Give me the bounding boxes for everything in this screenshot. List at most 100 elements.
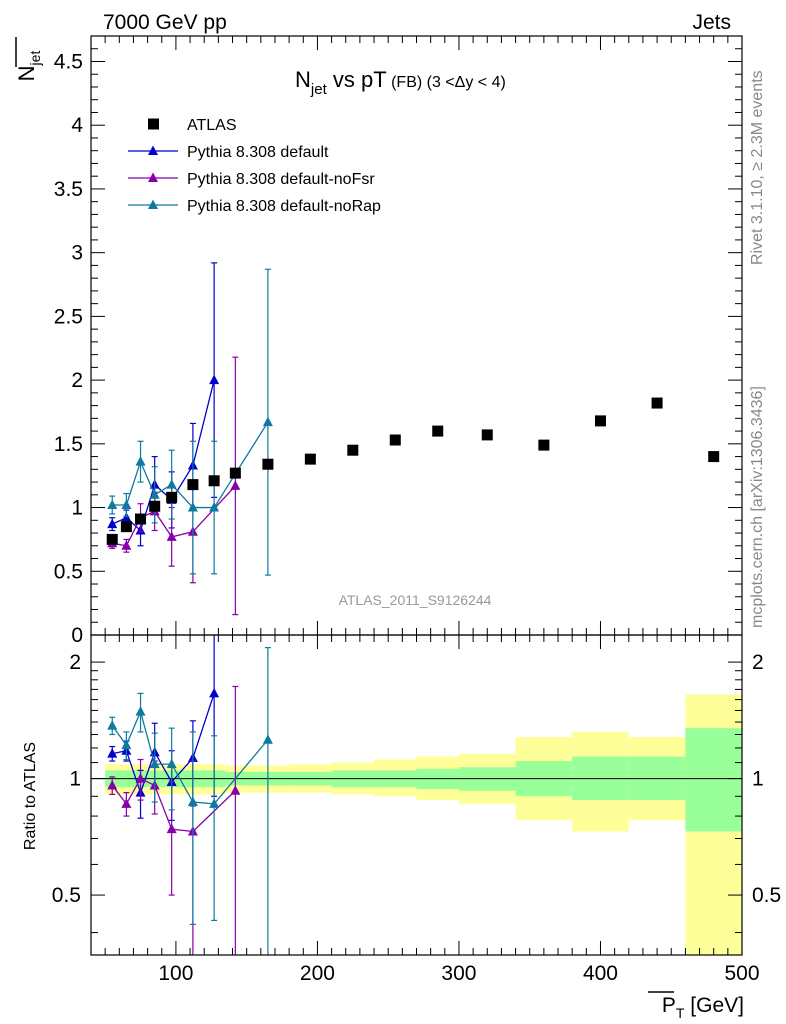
y-tick-label: 1.5 [54,433,83,456]
data-point [209,502,220,512]
data-point [107,748,118,758]
series-line [111,709,269,805]
data-point [209,687,220,698]
data-point [107,779,118,790]
y-tick-label: 1 [71,497,83,520]
data-point [538,439,550,451]
data-point [187,502,198,512]
data-point [481,429,493,441]
x-tick-label: 500 [724,962,759,985]
rivet-version-label: Rivet 3.1.10, ≥ 2.3M events [749,70,766,265]
x-tick-label: 200 [300,962,335,985]
data-point [135,513,147,525]
data-point [187,796,198,806]
y-tick-label: 4.5 [54,50,83,73]
ratio-y-tick-label: 2 [69,651,81,674]
legend-label: ATLAS [187,117,237,134]
data-point [708,451,720,463]
ratio-y-tick-label-right: 0.5 [752,884,781,907]
legend: ATLAS Pythia 8.308 default Pythia 8.308 de… [128,117,381,215]
legend-entry: Pythia 8.308 default-noRap [128,198,381,215]
series-atlas [106,397,720,545]
y-tick-label: 0.5 [54,560,83,583]
series-pythia-8-308-default-norap [107,268,273,576]
data-point [229,467,241,479]
inner-band [685,728,742,832]
main-y-axis: 0 0.5 1 1.5 2 2.5 3 3.5 4 4.5 [54,35,742,647]
x-tick-label: 400 [583,962,618,985]
data-point [107,499,118,510]
legend-entry: ATLAS [148,117,237,134]
legend-label: Pythia 8.308 default [187,144,329,161]
ratio-y-tick-label-right: 2 [752,651,764,674]
data-point [135,773,146,783]
data-point [121,798,132,808]
header-beam-label: 7000 GeV pp [103,11,227,34]
mcplots-credit-label: mcplots.cern.ch [arXiv:1306.3436] [749,386,766,628]
legend-entry: Pythia 8.308 default-noFsr [128,171,375,188]
title-subscript: jet [310,81,328,98]
data-point [230,480,241,490]
x-tick-label: 100 [158,962,193,985]
x-tick-label: 300 [441,962,476,985]
ratio-plot-area [91,635,742,955]
data-point [209,798,220,808]
data-point [432,425,444,437]
data-point [149,500,161,512]
data-point [120,521,132,533]
ratio-y-axis: 0.5 0.5 1 1 2 2 [52,651,781,934]
data-point [389,434,401,446]
data-point [121,499,132,510]
chart-title: Njet vs pT (FB) (3 <Δy < 4) [295,67,506,98]
data-point [347,444,359,456]
y-tick-label: 0 [71,624,83,647]
data-point [187,479,199,491]
x-axis: 100 200 300 400 500 [104,635,760,985]
data-point [149,489,160,499]
data-point [135,456,146,466]
data-point [149,758,160,769]
data-point [135,706,146,716]
ratio-y-tick-label: 0.5 [52,884,81,907]
legend-label: Pythia 8.308 default-noFsr [187,171,375,188]
data-point [166,531,177,541]
legend-marker [148,118,159,130]
legend-marker [148,172,158,182]
data-point [262,734,273,744]
data-point [166,479,177,489]
data-point [651,397,663,409]
data-point [166,758,177,769]
legend-entry: Pythia 8.308 default [128,144,329,161]
y-tick-label: 2 [71,369,83,392]
main-y-label: Njet [14,51,43,82]
series-pythia-8-308-default [107,262,220,547]
legend-label: Pythia 8.308 default-noRap [187,198,381,215]
data-point [304,453,316,465]
data-point [230,785,241,795]
data-point [106,533,118,545]
legend-marker [148,145,158,155]
ratio-y-label: Ratio to ATLAS [22,742,39,850]
data-point [107,720,118,730]
title-main: N [295,67,311,92]
data-point [107,518,118,529]
ratio-series-pythia-8-308-default-norap [107,647,273,955]
main-plot-area [106,262,720,616]
data-point [121,540,132,550]
data-point [209,374,220,385]
data-point [166,823,177,834]
data-point [262,416,273,427]
title-mid: vs pT [327,67,387,92]
data-point [166,491,178,503]
analysis-id-label: ATLAS_2011_S9126244 [339,592,492,608]
main-x-ticks [104,36,743,635]
data-point [262,458,274,470]
ratio-y-tick-label: 1 [69,768,81,791]
main-panel: 0 0.5 1 1.5 2 2.5 3 3.5 4 4.5 Njet vs pT (FB) (3 … [14,35,743,647]
ratio-panel: 0.5 0.5 1 1 2 2 100 200 300 400 500 Ratio to ATLA… [22,634,781,1021]
data-point [594,415,606,427]
x-axis-label: PT [GeV] [662,994,744,1021]
data-point [208,475,220,487]
y-tick-label: 3.5 [54,178,83,201]
